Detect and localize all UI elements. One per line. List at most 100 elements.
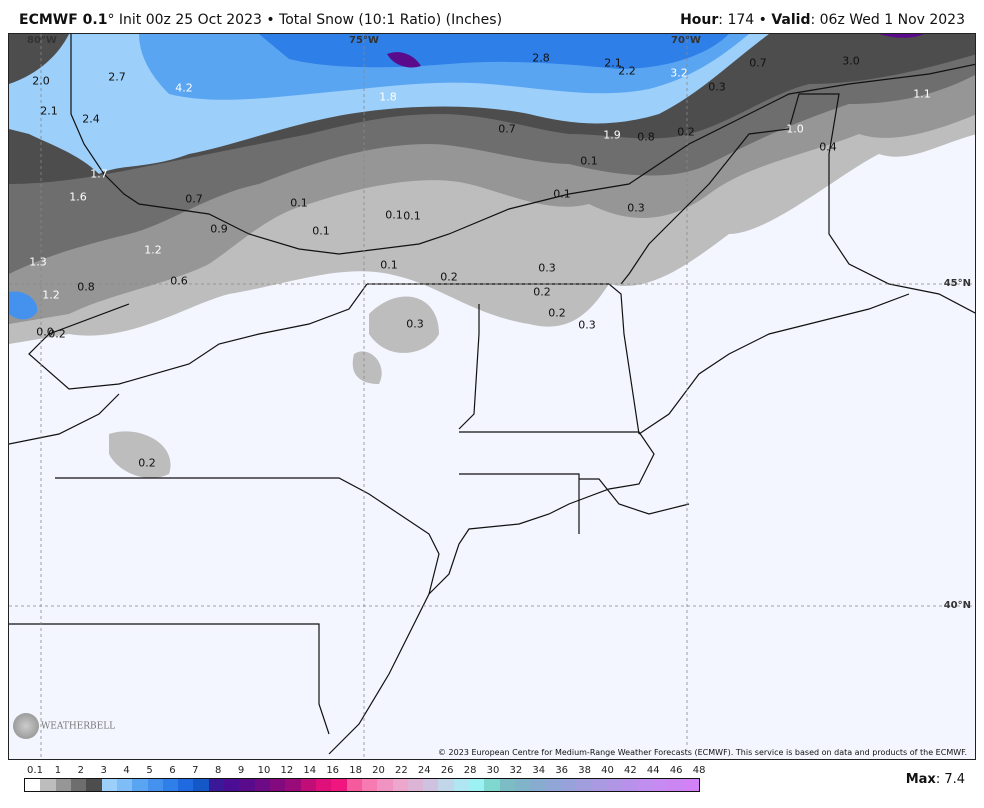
degree-symbol: ° — [107, 12, 115, 28]
colorbar-swatch — [622, 779, 638, 791]
colorbar-swatch — [652, 779, 669, 791]
colorbar-tick-labels: 0.1 1 2 3 4 5 6 7 8 9 10 12 14 16 18 20 22 24 26 28 30 32 34 36… — [24, 765, 705, 777]
colorbar-swatch — [591, 779, 607, 791]
colorbar-tick-label: 24 — [417, 765, 431, 776]
colorbar-tick-label: 46 — [669, 765, 683, 776]
colorbar-tick-label: 0.1 — [27, 765, 43, 776]
lon-label-75w: 75°W — [349, 35, 379, 46]
contour-label: 2.1 — [604, 56, 622, 70]
contour-label: 0.8 — [637, 130, 655, 144]
contour-label: 3.0 — [842, 54, 860, 68]
contour-label: 0.3 — [538, 261, 556, 275]
colorbar-swatch — [530, 779, 546, 791]
snow-field-blue-dark — [259, 34, 729, 69]
colorbar-tick-label: 42 — [624, 765, 637, 776]
colorbar-swatch — [193, 779, 209, 791]
colorbar-swatch — [208, 779, 225, 791]
colorbar-tick-label: 3 — [100, 765, 107, 776]
colorbar-swatch — [254, 779, 270, 791]
contour-label: 0.7 — [498, 122, 516, 136]
colorbar-swatch — [606, 779, 623, 791]
colorbar-tick-label: 20 — [372, 765, 385, 776]
contour-label: 0.3 — [578, 318, 596, 332]
colorbar-swatch — [361, 779, 378, 791]
colorbar-tick-label: 1 — [54, 765, 62, 776]
colorbar-swatch — [25, 779, 41, 791]
contour-label: 1.2 — [144, 243, 162, 257]
colorbar-swatch — [438, 779, 454, 791]
colorbar-swatch — [576, 779, 592, 791]
colorbar-swatch — [132, 779, 148, 791]
colorbar-swatch — [683, 779, 699, 791]
max-label: Max — [905, 772, 936, 787]
colorbar-swatch — [86, 779, 102, 791]
colorbar-tick-label: 9 — [237, 765, 245, 776]
colorbar-swatch — [315, 779, 332, 791]
colorbar-tick-label: 4 — [123, 765, 130, 776]
colorbar-swatch — [499, 779, 515, 791]
contour-label: 0.2 — [440, 270, 458, 284]
colorbar-tick-label: 26 — [440, 765, 454, 776]
colorbar-swatch — [178, 779, 194, 791]
contour-label: 1.2 — [42, 288, 60, 302]
colorbar-swatch — [545, 779, 561, 791]
max-value: Max: 7.4 — [906, 772, 965, 787]
contour-label: 0.3 — [406, 317, 424, 331]
colorbar-tick-label: 40 — [601, 765, 614, 776]
colorbar-swatch — [637, 779, 653, 791]
colorbar-tick-label: 32 — [509, 765, 523, 776]
colorbar-tick-label: 14 — [303, 765, 317, 776]
colorbar-swatch — [224, 779, 240, 791]
lat-label-45n: 45°N — [943, 278, 971, 289]
colorbar-swatch — [55, 779, 71, 791]
contour-label: 0.1 — [312, 224, 330, 238]
lon-label-70w: 70°W — [671, 35, 701, 46]
contour-label: 0.1 — [290, 196, 308, 210]
colorbar-tick-label: 2 — [77, 765, 84, 776]
colorbar-swatch — [101, 779, 117, 791]
valid-time: Hour: 174 • Valid: 06z Wed 1 Nov 2023 — [680, 12, 965, 28]
colorbar-tick-label: 22 — [395, 765, 408, 776]
colorbar-tick-label: 16 — [326, 765, 340, 776]
contour-label: 2.4 — [82, 112, 100, 126]
colorbar-swatch — [484, 779, 500, 791]
colorbar-tick-label: 38 — [578, 765, 591, 776]
colorbar-tick-label: 48 — [692, 765, 706, 776]
colorbar-swatch — [423, 779, 439, 791]
colorbar — [24, 778, 700, 792]
contour-label: 0.1 — [403, 209, 421, 223]
lat-label-40n: 40°N — [943, 600, 971, 611]
contour-label: 0.0 — [36, 325, 54, 339]
colorbar-swatch — [270, 779, 286, 791]
colorbar-swatch — [147, 779, 163, 791]
snowfall-map: 80°W 75°W 70°W 45°N 40°N 2.7 4.2 2.0 2.1 2.4… — [8, 33, 976, 760]
contour-label: 2.7 — [108, 70, 126, 84]
colorbar-swatch — [285, 779, 301, 791]
map-title: ECMWF 0.1° Init 00z 25 Oct 2023 • Total … — [19, 12, 502, 28]
contour-label: 0.2 — [138, 456, 156, 470]
contour-label: 0.3 — [627, 201, 645, 215]
contour-label: 1.8 — [379, 90, 397, 104]
contour-label: 0.9 — [210, 222, 228, 236]
colorbar-tick-label: 5 — [146, 765, 153, 776]
snow-field-blue-small — [9, 291, 38, 320]
contour-label: 2.0 — [32, 74, 50, 88]
colorbar-tick-label: 28 — [463, 765, 477, 776]
lon-label-80w: 80°W — [27, 35, 57, 46]
colorbar-swatch — [668, 779, 684, 791]
colorbar-swatch — [469, 779, 485, 791]
contour-label: 0.8 — [77, 280, 95, 294]
contour-label: 0.2 — [48, 327, 66, 341]
valid-value: : 06z Wed 1 Nov 2023 — [810, 12, 965, 28]
colorbar-swatch — [300, 779, 316, 791]
colorbar-tick-label: 30 — [486, 765, 500, 776]
contour-label: 0.4 — [819, 140, 837, 154]
colorbar-swatch — [346, 779, 362, 791]
colorbar-tick-label: 36 — [555, 765, 569, 776]
colorbar-swatch — [407, 779, 424, 791]
colorbar-swatch — [239, 779, 255, 791]
hour-label: Hour — [680, 12, 719, 28]
map-layers — [9, 34, 975, 759]
colorbar-swatch — [40, 779, 56, 791]
colorbar-tick-label: 6 — [169, 765, 176, 776]
